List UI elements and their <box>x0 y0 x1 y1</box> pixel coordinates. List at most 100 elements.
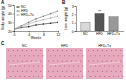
nucleus <box>64 66 65 67</box>
nucleus <box>36 50 37 51</box>
legend-label: HFD+Tx <box>21 13 34 17</box>
nucleus <box>71 50 72 51</box>
nucleus <box>95 55 96 56</box>
image-background <box>46 48 83 79</box>
nucleus <box>19 66 20 67</box>
nucleus <box>78 76 79 77</box>
nucleus <box>29 76 30 77</box>
panel-label: C <box>1 41 5 46</box>
panel-label: B <box>62 0 66 5</box>
nucleus <box>36 71 37 72</box>
tick-label: 30 <box>8 21 12 25</box>
tick-label: HFD+Tx <box>107 32 120 36</box>
nucleus <box>76 50 77 51</box>
nucleus <box>122 76 123 77</box>
legend: NCHFDHFD+Tx <box>16 5 34 17</box>
nucleus <box>90 55 91 56</box>
image-label: HFD <box>61 44 69 48</box>
tick: 40 <box>8 12 14 16</box>
nucleus <box>66 60 67 61</box>
marker <box>21 25 23 27</box>
nucleus <box>42 76 43 77</box>
nucleus <box>55 66 56 67</box>
tick-label: 20 <box>8 30 12 34</box>
nucleus <box>40 71 41 72</box>
histology-image <box>86 48 123 79</box>
nucleus <box>57 50 58 51</box>
tick: 0 <box>72 30 76 34</box>
nucleus <box>71 71 72 72</box>
nucleus <box>90 66 91 67</box>
nucleus <box>97 71 98 72</box>
nucleus <box>102 71 103 72</box>
nucleus <box>31 60 32 61</box>
marker <box>21 27 23 29</box>
tick-mark <box>75 23 77 24</box>
nucleus <box>50 76 51 77</box>
legend-item: HFD+Tx <box>16 13 34 17</box>
tick-mark <box>13 14 15 15</box>
tick: 12 <box>57 31 61 37</box>
bar <box>109 17 118 31</box>
nucleus <box>13 71 14 72</box>
nucleus <box>113 66 114 67</box>
tick-label: 12 <box>57 33 61 37</box>
nucleus <box>76 71 77 72</box>
tick-mark <box>13 31 15 32</box>
legend-swatch <box>16 11 20 12</box>
tick-label: 0 <box>72 30 74 34</box>
nucleus <box>59 66 60 67</box>
tick: 3 <box>72 5 76 9</box>
nucleus <box>64 55 65 56</box>
marker <box>35 21 37 23</box>
nucleus <box>116 71 117 72</box>
nucleus <box>78 55 79 56</box>
marker <box>28 26 30 28</box>
tick-label: 50 <box>8 4 12 8</box>
marker <box>50 17 52 19</box>
nucleus <box>8 60 9 61</box>
bar <box>95 14 104 32</box>
axis: 20 30 40 50 <box>8 4 15 34</box>
tick: 2 <box>72 13 76 17</box>
panel-label: A <box>1 0 5 5</box>
nucleus <box>82 55 83 56</box>
nucleus <box>10 76 11 77</box>
tick-label: 1 <box>72 21 74 25</box>
tissue-texture <box>89 62 120 65</box>
marker <box>14 28 15 30</box>
tick: HFD <box>96 31 104 36</box>
nucleus <box>38 66 39 67</box>
nucleus <box>111 60 112 61</box>
nucleus <box>106 60 107 61</box>
marker <box>28 23 30 25</box>
nucleus <box>106 71 107 72</box>
nucleus <box>66 71 67 72</box>
marker <box>57 10 58 12</box>
nucleus <box>71 60 72 61</box>
nucleus <box>33 76 34 77</box>
tick: 20 <box>8 30 14 34</box>
legend-swatch <box>17 10 18 11</box>
marker <box>57 15 58 17</box>
nucleus <box>116 60 117 61</box>
plot-area <box>81 14 118 32</box>
marker <box>50 22 52 24</box>
nucleus <box>48 50 49 51</box>
nucleus <box>13 50 14 51</box>
nucleus <box>10 66 11 67</box>
nucleus <box>15 55 16 56</box>
nucleus <box>19 55 20 56</box>
nucleus <box>73 66 74 67</box>
nucleus <box>99 55 100 56</box>
bar <box>81 23 90 31</box>
nucleus <box>59 76 60 77</box>
axis-line <box>13 6 15 32</box>
nucleus <box>116 50 117 51</box>
nucleus <box>26 50 27 51</box>
nucleus <box>24 76 25 77</box>
plot-area <box>14 10 58 30</box>
nucleus <box>29 55 30 56</box>
nucleus <box>88 71 89 72</box>
legend-swatch <box>16 7 20 8</box>
